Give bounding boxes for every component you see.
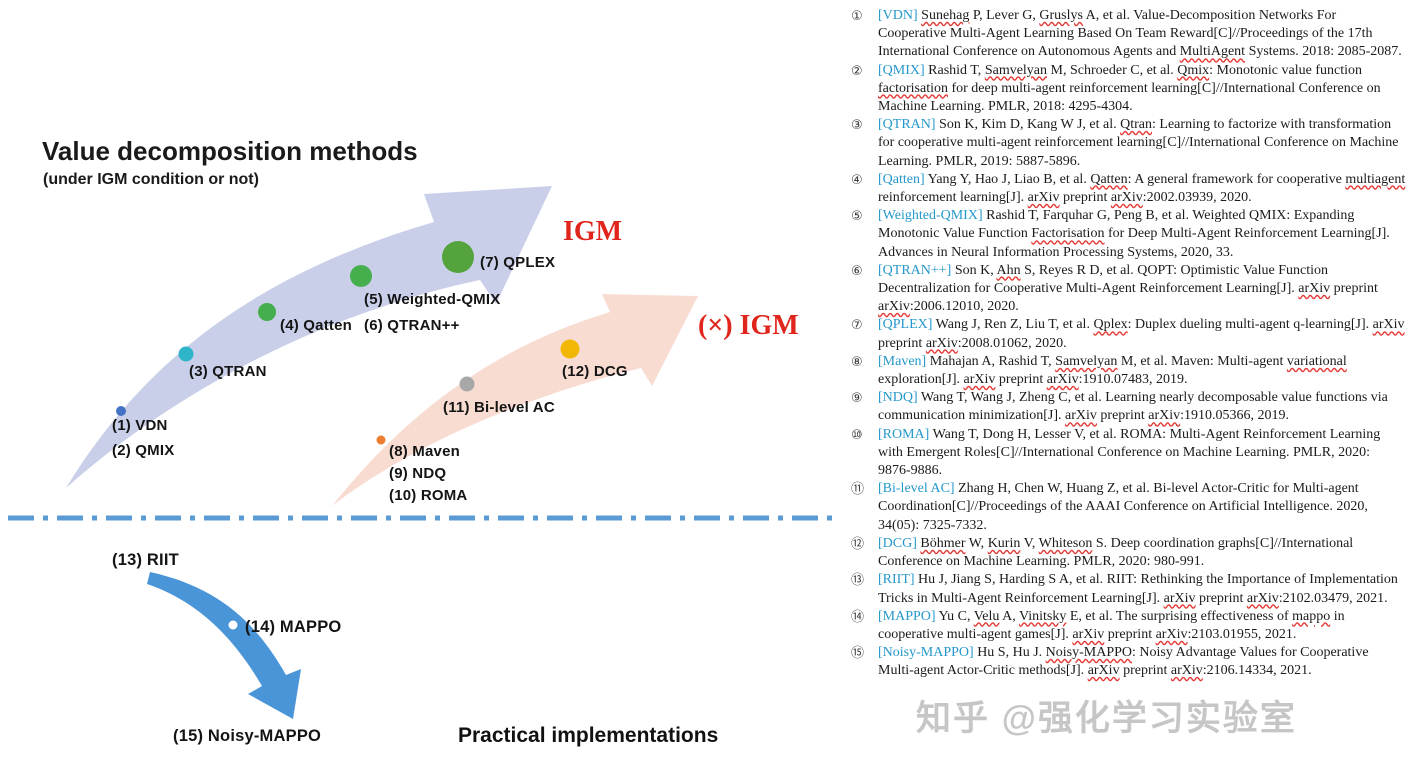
reference-text: [VDN] Sunehag P, Lever G, Gruslys A, et … [878,8,1402,60]
reference-number: ⑤ [851,209,863,225]
reference-tag: [NDQ] [878,390,918,406]
reference-text: [RIIT] Hu J, Jiang S, Harding S A, et al… [878,572,1398,606]
reference-number: ⑦ [851,318,863,334]
label-qtran: (3) QTRAN [189,363,267,380]
dot-vdn-qmix [116,406,126,416]
reference-number: ⑫ [851,536,865,552]
dot-mappo-marker [228,620,238,630]
reference-tag: [QPLEX] [878,317,933,333]
label-bilevel-ac: (11) Bi-level AC [443,399,555,416]
references-list: ① [VDN] Sunehag P, Lever G, Gruslys A, et… [851,7,1406,681]
reference-item: ⑩ [ROMA] Wang T, Dong H, Lesser V, et al.… [851,426,1406,481]
reference-number: ⑭ [851,609,865,625]
diagram-title: Value decomposition methods [42,136,418,166]
reference-text: [Weighted-QMIX] Rashid T, Farquhar G, Pe… [878,208,1390,260]
reference-item: ② [QMIX] Rashid T, Samvelyan M, Schroeder… [851,62,1406,117]
reference-text: [Bi-level AC] Zhang H, Chen W, Huang Z, … [878,481,1368,533]
reference-text: [QTRAN++] Son K, Ahn S, Reyes R D, et al… [878,262,1378,315]
reference-tag: [ROMA] [878,426,930,442]
label-vdn: (1) VDN [112,417,168,434]
reference-number: ⑩ [851,427,863,443]
reference-tag: [QTRAN] [878,117,936,133]
reference-tag: [RIIT] [878,572,915,588]
not-igm-caption: (×) IGM [698,310,799,341]
reference-text: [ROMA] Wang T, Dong H, Lesser V, et al. … [878,426,1381,479]
reference-item: ⑤ [Weighted-QMIX] Rashid T, Farquhar G, P… [851,207,1406,262]
label-ndq: (9) NDQ [389,465,447,482]
label-riit: (13) RIIT [112,551,179,569]
dot-qatten [258,303,276,321]
reference-item: ⑨ [NDQ] Wang T, Wang J, Zheng C, et al. L… [851,389,1406,425]
reference-item: ⑪ [Bi-level AC] Zhang H, Chen W, Huang Z,… [851,480,1406,535]
igm-arrow [66,186,552,488]
reference-number: ⑨ [851,391,863,407]
dot-qtran [178,346,194,362]
reference-tag: [VDN] [878,8,918,23]
igm-caption: IGM [563,216,623,247]
practical-caption: Practical implementations [458,724,719,747]
reference-text: [QPLEX] Wang J, Ren Z, Liu T, et al. Qpl… [878,317,1405,351]
reference-tag: [Noisy-MAPPO] [878,645,974,661]
reference-tag: [DCG] [878,535,917,551]
dot-weighted-qmix [350,265,372,287]
dot-bilevel-ac [459,376,475,392]
reference-tag: [QMIX] [878,62,925,78]
label-dcg: (12) DCG [562,363,628,380]
reference-item: ⑥ [QTRAN++] Son K, Ahn S, Reyes R D, et a… [851,262,1406,317]
reference-item: ⑫ [DCG] Böhmer W, Kurin V, Whiteson S. De… [851,535,1406,571]
reference-text: [MAPPO] Yu C, Velu A, Vinitsky E, et al.… [878,608,1345,642]
reference-tag: [Maven] [878,353,927,369]
reference-text: [NDQ] Wang T, Wang J, Zheng C, et al. Le… [878,390,1388,424]
reference-tag: [Weighted-QMIX] [878,208,983,224]
label-qplex: (7) QPLEX [480,254,556,271]
reference-number: ⑥ [851,263,863,279]
reference-tag: [Bi-level AC] [878,481,955,497]
reference-item: ⑦ [QPLEX] Wang J, Ren Z, Liu T, et al. Qp… [851,316,1406,352]
reference-text: [Maven] Mahajan A, Rashid T, Samvelyan M… [878,353,1347,388]
reference-number: ⑮ [851,646,865,662]
reference-text: [Qatten] Yang Y, Hao J, Liao B, et al. Q… [878,171,1406,206]
reference-number: ② [851,63,863,79]
reference-text: [DCG] Böhmer W, Kurin V, Whiteson S. Dee… [878,535,1354,570]
reference-item: ① [VDN] Sunehag P, Lever G, Gruslys A, et… [851,7,1406,62]
reference-tag: [MAPPO] [878,608,936,624]
reference-number: ⑪ [851,482,865,498]
label-qatten: (4) Qatten [280,317,353,334]
label-weighted-qmix: (5) Weighted-QMIX [364,291,501,308]
practical-arrow [147,572,301,719]
reference-number: ① [851,9,863,24]
reference-text: [QMIX] Rashid T, Samvelyan M, Schroeder … [878,62,1381,115]
dot-dcg [560,339,580,359]
reference-tag: [QTRAN++] [878,262,952,278]
methods-diagram [8,186,833,719]
reference-text: [QTRAN] Son K, Kim D, Kang W J, et al. Q… [878,117,1399,169]
label-qmix: (2) QMIX [112,442,175,459]
label-mappo: (14) MAPPO [245,618,342,636]
label-roma: (10) ROMA [389,487,468,504]
dot-qplex [442,241,474,273]
reference-text: [Noisy-MAPPO] Hu S, Hu J. Noisy-MAPPO: N… [878,645,1369,679]
watermark: 知乎 @强化学习实验室 [916,699,1297,738]
reference-number: ③ [851,118,863,134]
reference-number: ⑧ [851,354,863,370]
label-maven: (8) Maven [389,443,460,460]
reference-number: ⑬ [851,573,865,589]
reference-item: ③ [QTRAN] Son K, Kim D, Kang W J, et al. … [851,116,1406,171]
reference-item: ⑧ [Maven] Mahajan A, Rashid T, Samvelyan … [851,353,1406,389]
reference-item: ⑮ [Noisy-MAPPO] Hu S, Hu J. Noisy-MAPPO: … [851,644,1406,680]
reference-item: ④ [Qatten] Yang Y, Hao J, Liao B, et al. … [851,171,1406,207]
not-igm-arrow [332,294,698,506]
label-qtran-plus-plus: (6) QTRAN++ [364,317,460,334]
label-noisy-mappo: (15) Noisy-MAPPO [173,727,322,745]
reference-item: ⑭ [MAPPO] Yu C, Velu A, Vinitsky E, et al… [851,608,1406,644]
diagram-subtitle: (under IGM condition or not) [43,171,259,188]
reference-tag: [Qatten] [878,171,925,187]
reference-item: ⑬ [RIIT] Hu J, Jiang S, Harding S A, et a… [851,571,1406,607]
dot-maven-ndq-roma [376,435,386,445]
reference-number: ④ [851,172,863,188]
